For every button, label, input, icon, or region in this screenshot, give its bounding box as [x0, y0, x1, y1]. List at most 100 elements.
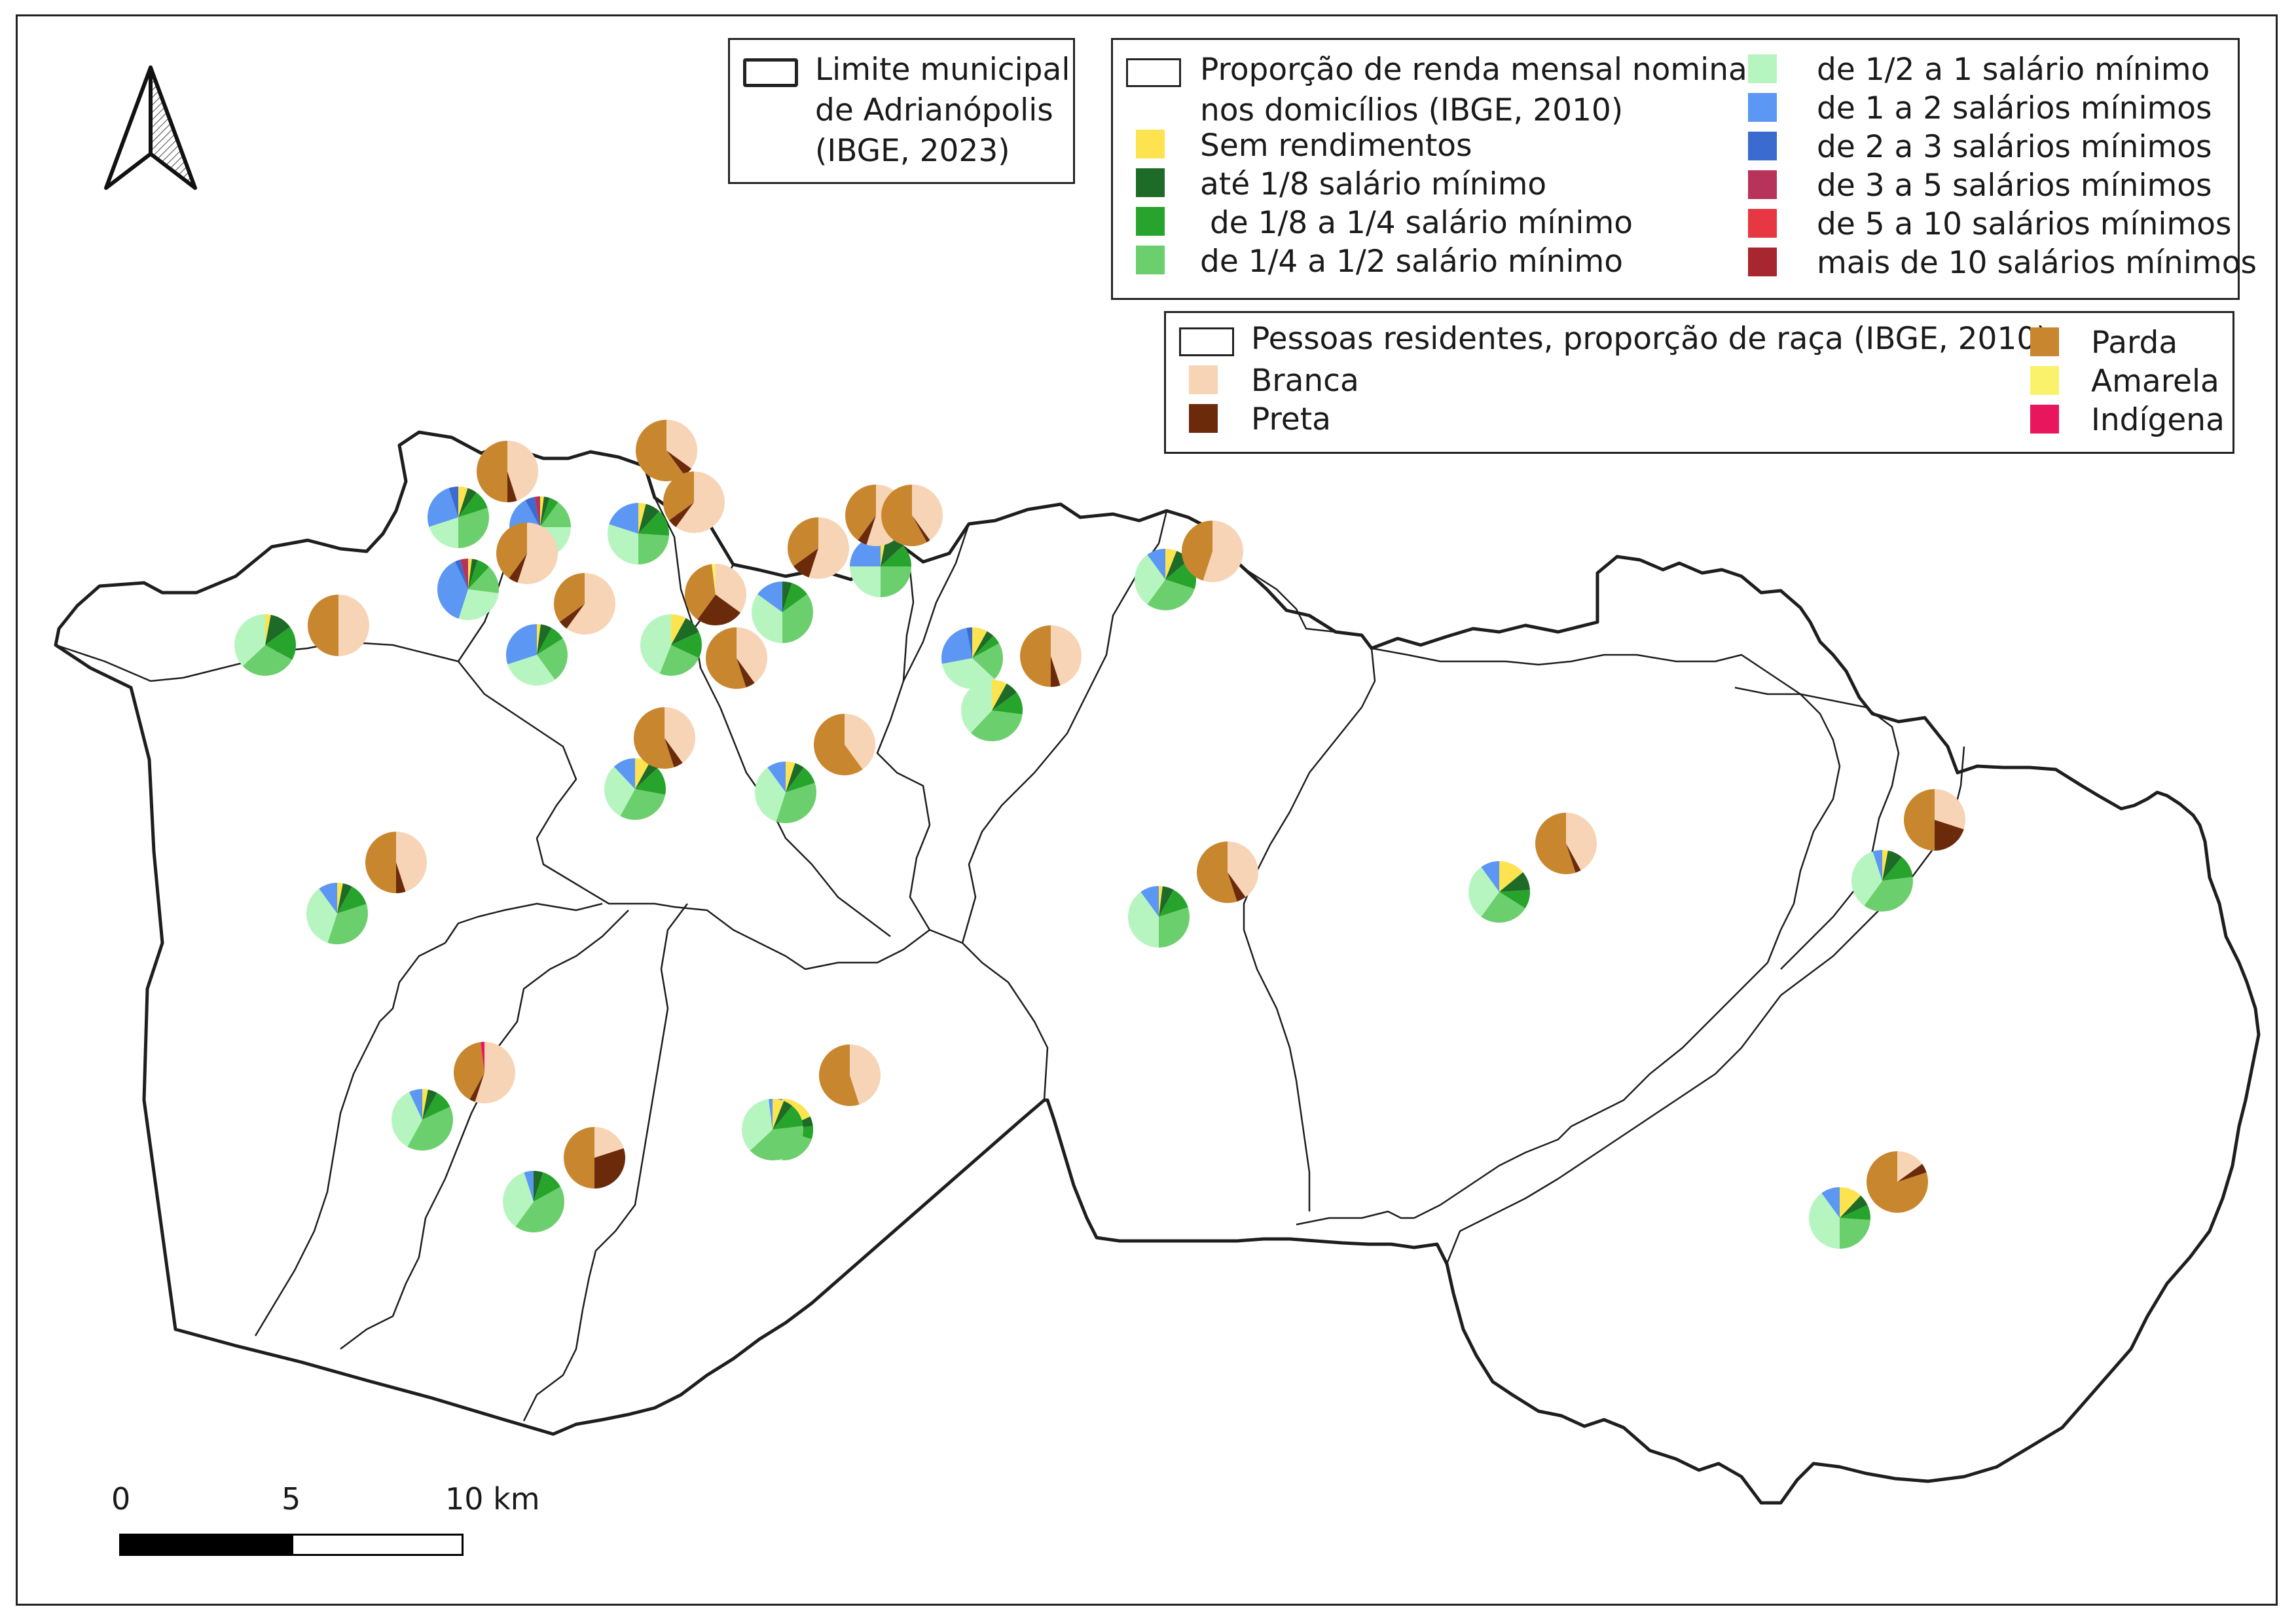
pie-slice-branca: [1228, 841, 1258, 898]
race-pie: [308, 595, 369, 656]
pie-slice-ate-1-8: [671, 618, 699, 645]
pie-slice-preta: [1935, 820, 1964, 851]
label-5-a-10: de 5 a 10 salários mínimos: [1817, 206, 2232, 242]
pie-slice-indigena: [481, 1041, 484, 1073]
race-pie: [788, 517, 849, 579]
pie-slice-parda: [477, 441, 507, 502]
pie-slice-ate-1-8: [458, 488, 477, 517]
legend-boundary: Limite municipal de Adrianópolis (IBGE, …: [728, 38, 1075, 184]
pie-slice-parda: [564, 1127, 594, 1189]
pie-slice-de-1-8-a-1-4: [1159, 889, 1188, 917]
pie-slice-de-1-8-a-1-4: [1499, 890, 1530, 909]
sector-line: [876, 543, 1049, 1101]
income-pie: [506, 624, 568, 686]
pie-slice-de-1-a-2: [941, 627, 972, 664]
pie-slice-parda: [1020, 625, 1051, 687]
north-arrow-icon: [104, 65, 197, 190]
label-2-a-3: de 2 a 3 salários mínimos: [1817, 129, 2212, 165]
sector-line: [654, 902, 930, 970]
pie-slice-parda: [813, 714, 863, 775]
income-pie: [961, 680, 1023, 741]
pie-slice-de-2-a-3: [966, 627, 972, 658]
pie-slice-de-1-a-2: [609, 503, 638, 534]
pie-slice-ate-1-8: [635, 762, 658, 789]
pie-slice-parda: [308, 595, 338, 656]
pie-slice-preta: [509, 553, 527, 583]
pie-slice-de-1-2-a-1: [1127, 891, 1159, 948]
swatch-sem-rendimentos: [1136, 130, 1165, 158]
pie-slice-de-3-a-5: [534, 496, 540, 527]
pie-slice-preta: [469, 1073, 484, 1102]
swatch-1-a-2: [1748, 93, 1777, 122]
sector-line: [653, 497, 891, 937]
pie-slice-parda: [1535, 813, 1576, 875]
municipal-boundary: [54, 430, 2261, 1505]
scale-bar-empty-segment: [291, 1534, 464, 1556]
pie-slice-de-1-8-a-1-4: [972, 635, 1000, 658]
income-pie: [604, 758, 666, 820]
race-pie: [813, 714, 875, 775]
pie-slice-sem-rendimentos: [671, 614, 686, 645]
pie-slice-sem-rendimentos: [638, 503, 646, 534]
legend-income: Proporção de renda mensal nominal nos do…: [1111, 38, 2257, 300]
race-pie: [1904, 789, 1965, 851]
pie-slice-branca: [676, 471, 725, 533]
pie-slice-parda: [881, 485, 927, 546]
sector-line: [444, 902, 603, 944]
scale-label-5: 5: [282, 1481, 301, 1517]
label-branca: Branca: [1251, 363, 1359, 399]
label-amarela: Amarela: [2091, 363, 2219, 399]
income-title-swatch: [1126, 58, 1181, 87]
pie-slice-de-1-2-a-1: [941, 658, 995, 689]
pie-slice-branca: [1566, 813, 1597, 871]
pie-slice-de-1-4-a-1-2: [407, 1106, 453, 1151]
pie-slice-de-1-4-a-1-2: [1481, 892, 1525, 923]
pie-slice-de-1-4-a-1-2: [1159, 907, 1190, 948]
pie-slice-ate-1-8: [786, 763, 804, 792]
sector-line: [1734, 686, 1900, 970]
pie-slice-de-1-8-a-1-4: [635, 767, 666, 795]
pie-slice-ate-1-8: [1159, 886, 1174, 917]
pie-slice-de-2-a-3: [454, 559, 468, 589]
pie-slice-sem-rendimentos: [1159, 886, 1163, 917]
pie-slice-de-1-2-a-1: [604, 766, 635, 817]
race-pie: [881, 485, 943, 546]
pie-slice-parda: [1197, 841, 1237, 903]
pie-slice-parda: [635, 420, 685, 481]
pie-slice-de-1-2-a-1: [429, 517, 458, 548]
label-mais-de-10: mais de 10 salários mínimos: [1817, 245, 2257, 281]
pie-slice-sem-rendimentos: [1840, 1187, 1861, 1218]
race-pie: [634, 707, 695, 769]
pie-slice-preta: [1566, 843, 1581, 873]
race-pie: [554, 573, 616, 635]
boundary-label-line-1: Limite municipal: [815, 52, 1070, 88]
pie-slice-sem-rendimentos: [1165, 549, 1177, 580]
swatch-1-8-a-1-4: [1136, 207, 1165, 236]
pie-slice-ate-1-8: [773, 1101, 792, 1130]
pie-slice-de-1-2-a-1: [640, 614, 671, 674]
scale-label-0: 0: [111, 1481, 131, 1517]
income-title-line-2: nos domicílios (IBGE, 2010): [1200, 92, 1624, 128]
pie-slice-preta: [594, 1148, 625, 1189]
pie-slice-preta: [912, 515, 930, 543]
pie-slice-sem-rendimentos: [537, 624, 541, 655]
label-ate-1-8: até 1/8 salário mínimo: [1200, 166, 1547, 202]
pie-slice-de-1-8-a-1-4: [881, 545, 911, 566]
income-pie: [234, 614, 296, 676]
pie-slice-de-1-8-a-1-4: [337, 886, 367, 913]
income-pie: [640, 614, 702, 676]
pie-slice-ate-1-8: [534, 1171, 543, 1202]
pie-slice-parda: [788, 517, 818, 566]
label-preta: Preta: [1251, 401, 1331, 437]
sector-line: [1446, 746, 1965, 1264]
income-pie: [941, 627, 1003, 689]
pie-slice-de-1-8-a-1-4: [1882, 857, 1913, 881]
pie-slice-sem-rendimentos: [540, 496, 544, 527]
map-frame: [16, 14, 2278, 1606]
income-title-line-1: Proporção de renda mensal nominal: [1200, 52, 1756, 88]
pie-slice-de-1-4-a-1-2: [881, 566, 911, 597]
pie-slice-de-1-8-a-1-4: [638, 511, 669, 536]
sector-line: [1371, 647, 1841, 1219]
pie-slice-ate-1-8: [782, 581, 792, 612]
